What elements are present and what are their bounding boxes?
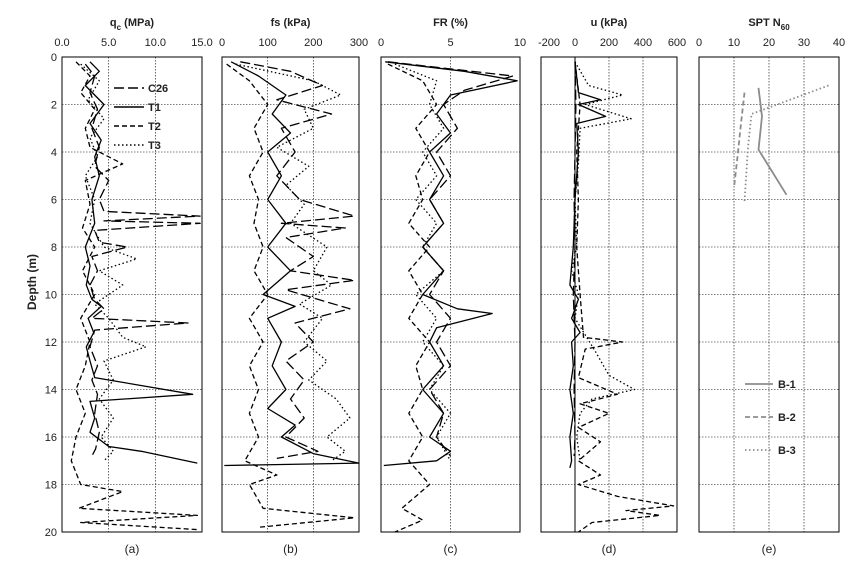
y-tick-label: 18 (45, 480, 57, 492)
panel-caption: (c) (444, 542, 458, 556)
x-tick-label: 0 (378, 37, 384, 49)
plot-frame (698, 56, 840, 533)
y-tick-label: 20 (45, 527, 57, 539)
legend-label: C26 (148, 83, 168, 95)
x-tick-label: 400 (634, 37, 652, 49)
series-line-b-2 (733, 92, 746, 188)
plot-frame (540, 56, 678, 533)
x-tick-label: 40 (833, 37, 845, 49)
x-tick-label: 200 (304, 37, 322, 49)
plot-frame (380, 56, 521, 533)
panel-caption: (e) (762, 542, 777, 556)
y-tick-label: 14 (45, 385, 57, 397)
panel-title: SPT N60 (748, 17, 790, 32)
title-part: SPT N (748, 17, 780, 29)
y-tick-label: 6 (51, 195, 57, 207)
series-line-t1 (224, 61, 360, 467)
panel-a: 0.0 5.0 10.0 15.0 qc (MPa) (a) 0 2 4 6 8 10 12 14 16 18… (45, 17, 213, 556)
x-tick-label: 15.0 (191, 37, 212, 49)
x-tick-label: 5.0 (101, 37, 116, 49)
panel-title: FR (%) (433, 17, 468, 29)
x-tick-label: 0 (696, 37, 702, 49)
y-tick-label: 10 (45, 290, 57, 302)
legend-label: T3 (148, 140, 161, 152)
legend-label: B-3 (778, 445, 796, 457)
y-tick-label: 16 (45, 432, 57, 444)
x-tick-label: 10 (728, 37, 740, 49)
series-line-t3 (394, 63, 452, 462)
legend-label: T2 (148, 121, 161, 133)
x-tick-label: 10.0 (145, 37, 166, 49)
series-line-t1 (569, 61, 607, 469)
panel-caption: (b) (283, 542, 298, 556)
panel-title: qc (MPa) (110, 17, 155, 32)
series-line-c26 (240, 61, 356, 460)
plot-frame (221, 56, 360, 533)
x-tick-label: 10 (514, 37, 526, 49)
x-tick-label: 30 (798, 37, 810, 49)
x-tick-label: 0 (572, 37, 578, 49)
y-tick-label: 12 (45, 337, 57, 349)
series-line-t2 (226, 63, 356, 528)
series-line-c26 (84, 63, 201, 457)
y-tick-label: 0 (51, 52, 57, 64)
series-line-b-3 (743, 84, 829, 202)
panel-b: 0 100 200 300 fs (kPa) (b) (219, 17, 368, 556)
title-part: q (110, 17, 117, 29)
series-line-t2 (574, 61, 675, 533)
series-line-t1 (383, 61, 518, 467)
legend-label: B-2 (778, 412, 796, 424)
series-line-c26 (572, 61, 577, 457)
x-tick-label: 5 (447, 37, 453, 49)
panel-c: 0 5 10 FR (%) (c) (378, 17, 526, 556)
x-tick-label: 0 (219, 37, 225, 49)
x-tick-label: 200 (600, 37, 618, 49)
x-tick-label: 0.0 (54, 37, 69, 49)
x-tick-label: 20 (763, 37, 775, 49)
y-tick-label: 8 (51, 242, 57, 254)
y-tick-label: 2 (51, 100, 57, 112)
x-tick-label: 100 (258, 37, 276, 49)
panel-e: 0 10 20 30 40 SPT N60 (e) B-1 B-2 B-3 (696, 17, 845, 556)
x-tick-label: -200 (538, 37, 560, 49)
panel-caption: (d) (602, 542, 617, 556)
x-tick-label: 600 (668, 37, 686, 49)
legend-label: T1 (148, 102, 161, 114)
panel-d: -200 0 200 400 600 u (kPa) (d) (538, 17, 686, 556)
panel-caption: (a) (125, 542, 140, 556)
plot-frame (61, 56, 203, 533)
y-tick-label: 4 (51, 147, 57, 159)
title-subscript: 60 (781, 23, 790, 32)
series-line-t3 (570, 61, 636, 461)
title-subscript: c (117, 23, 122, 32)
series-line-t2 (387, 63, 438, 533)
panel-title: fs (kPa) (271, 17, 311, 29)
title-part: (MPa) (121, 17, 154, 29)
panel-title: u (kPa) (591, 17, 628, 29)
x-tick-label: 300 (350, 37, 368, 49)
series-line-t1 (84, 61, 198, 464)
series-line-b-1 (757, 87, 788, 196)
legend-label: B-1 (778, 379, 796, 391)
series-line-t3 (80, 63, 147, 462)
depth-axis-label: Depth (m) (25, 254, 39, 310)
